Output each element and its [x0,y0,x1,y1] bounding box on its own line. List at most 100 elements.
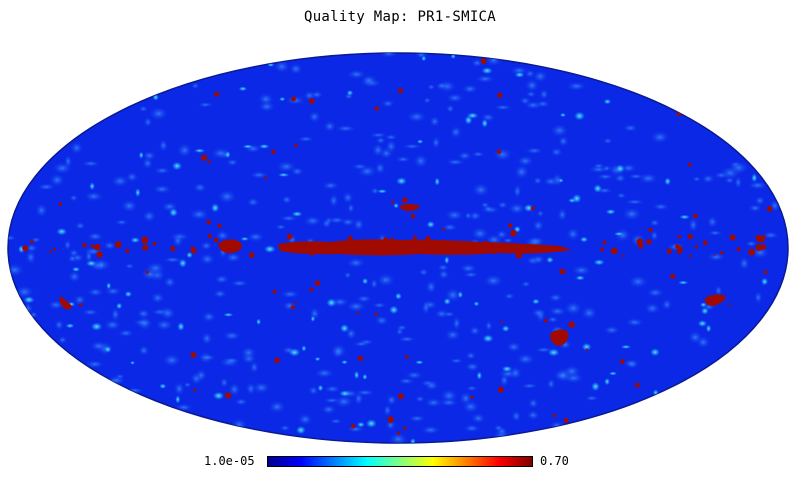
noise-spot [307,110,322,124]
noise-spot [224,251,243,264]
noise-spot [414,395,426,403]
plane-speck [213,237,219,243]
bright-spot [571,193,582,204]
noise-spot [513,163,530,180]
noise-spot [74,221,87,231]
noise-spot [516,155,535,167]
bright-spot [22,295,36,304]
masked-speck [585,348,589,351]
bright-spot [388,305,399,315]
noise-spot [596,173,615,181]
noise-spot [219,377,229,389]
masked-speck [398,393,404,400]
masked-speck [391,200,395,204]
noise-spot [584,395,600,402]
masked-speck [387,416,394,423]
masked-speck [271,149,276,154]
noise-spot [68,248,80,258]
plane-speck [610,247,618,255]
noise-spot [465,351,477,361]
noise-spot [249,170,269,180]
bright-spot [278,96,286,102]
plane-speck [602,240,607,245]
plane-speck [646,239,652,245]
noise-spot [233,397,249,406]
noise-spot [353,391,364,406]
noise-spot [464,361,481,372]
noise-spot [483,205,493,213]
noise-spot [470,412,487,425]
bright-spot [85,259,98,267]
noise-spot [645,287,665,298]
masked-speck [470,395,474,399]
bright-spot [590,381,601,392]
bright-spot [238,86,248,92]
bright-spot [700,306,710,316]
noise-spot [622,123,639,133]
noise-spot [69,140,84,155]
plane-speck [309,250,315,256]
noise-spot [322,397,341,404]
noise-spot [221,330,242,342]
plane-speck [94,243,101,251]
noise-spot [706,252,726,262]
noise-spot [190,82,200,90]
bright-spot [393,202,400,209]
bright-spot [557,178,564,183]
plane-speck [142,244,149,251]
masked-speck [214,91,220,97]
noise-spot [267,400,287,414]
noise-spot [557,135,570,148]
noise-spot [48,172,66,188]
plane-speck [376,247,382,253]
noise-spot [154,318,174,332]
noise-spot [53,318,65,331]
noise-spot [145,261,166,275]
bright-spot [356,421,366,428]
noise-spot [507,202,527,216]
noise-spot [461,399,480,414]
noise-spot [493,424,504,432]
noise-spot [622,358,641,369]
masked-speck [544,318,548,323]
bright-spot [481,118,489,129]
noise-spot [562,364,582,379]
noise-spot [278,214,299,222]
noise-spot [343,271,352,280]
plane-speck [636,238,644,246]
noise-spot [188,207,210,221]
masked-speck [22,245,29,252]
noise-spot [456,150,473,161]
noise-spot [161,353,182,368]
noise-spot [199,240,214,251]
noise-spot [714,284,723,297]
noise-spot [471,182,491,198]
masked-speck [90,244,95,248]
noise-spot [627,274,649,289]
noise-spot [461,83,479,94]
bright-spot [124,290,133,298]
noise-spot [148,106,170,121]
masked-speck [510,230,517,237]
noise-spot [431,135,441,150]
noise-spot [114,219,129,226]
bright-spot [416,139,424,144]
noise-spot [470,58,484,68]
masked-speck [397,431,401,435]
noise-spot [159,305,177,321]
bright-spot [395,176,408,186]
noise-spot [163,275,177,289]
bright-spot [444,255,450,265]
noise-spot [423,397,444,408]
plane-speck [703,240,708,246]
bright-spot [613,231,625,236]
bright-spot [106,281,112,290]
bright-spot [482,334,495,343]
plane-speck [30,239,34,244]
bright-spot [90,322,103,332]
plane-speck [347,235,353,241]
noise-spot [396,324,408,332]
bright-spot [376,189,388,194]
noise-spot [437,268,451,281]
noise-spot [465,385,478,392]
